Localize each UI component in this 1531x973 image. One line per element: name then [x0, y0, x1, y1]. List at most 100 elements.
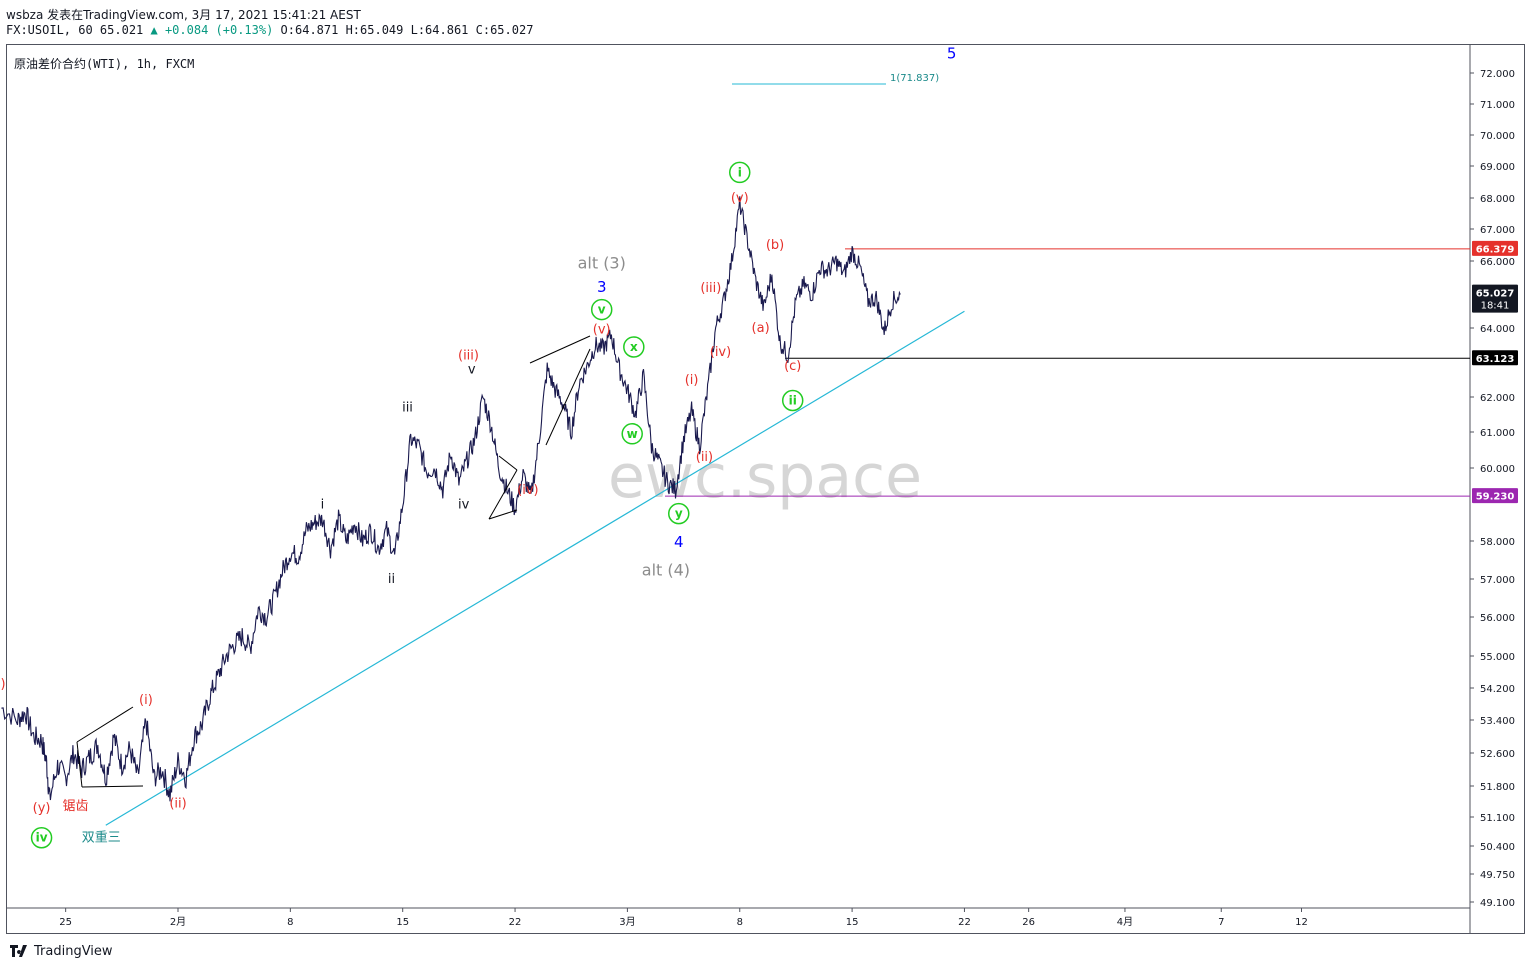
y-tick-label: 53.400 — [1480, 716, 1515, 727]
y-tick-label: 69.000 — [1480, 162, 1515, 173]
trend-line[interactable] — [105, 310, 965, 826]
price-change: ▲ +0.084 (+0.13%) — [150, 23, 274, 37]
wave-label: w — [627, 427, 638, 441]
wave-label: x — [630, 340, 638, 354]
last-price-tag — [1472, 284, 1518, 313]
fib-level-label: 1(71.837) — [890, 73, 939, 84]
wave-label: (ii) — [169, 797, 186, 812]
wave-label: alt (3) — [578, 253, 626, 272]
wave-label: i — [321, 498, 325, 513]
wave-label: y — [675, 507, 683, 521]
publish-info: wsbza 发表在TradingView.com, 3月 17, 2021 15… — [6, 8, 361, 22]
wave-label: 双重三 — [82, 830, 121, 846]
x-tick-label: 8 — [287, 917, 293, 928]
wave-circle-iv — [30, 826, 53, 849]
wedge-left-line[interactable] — [76, 741, 83, 788]
wave-label: (y) — [33, 801, 51, 816]
y-tick-label: 52.600 — [1480, 749, 1515, 760]
ohlc-values: O:64.871 H:65.049 L:64.861 C:65.027 — [273, 23, 534, 37]
y-tick-label: 58.000 — [1480, 537, 1515, 548]
wedge-upper-line[interactable] — [76, 706, 134, 743]
diagonal-lower-line[interactable] — [545, 348, 591, 446]
wave-circle-ii — [781, 389, 804, 412]
y-tick-label: 49.750 — [1480, 870, 1515, 881]
wave-label: v — [598, 303, 606, 317]
x-tick-label: 26 — [1022, 917, 1035, 928]
x-tick-label: 8 — [737, 917, 743, 928]
low-level-price-tag — [1472, 488, 1518, 504]
last-price-label: 65.027 — [1476, 289, 1515, 300]
y-tick-label: 50.400 — [1480, 842, 1515, 853]
y-tick-label: 51.800 — [1480, 782, 1515, 793]
x-tick-label: 15 — [846, 917, 859, 928]
wave-label: ii — [388, 572, 395, 587]
wave-label: iii — [402, 401, 413, 416]
y-tick-label: 66.000 — [1480, 257, 1515, 268]
low-level-price-label: 59.230 — [1476, 492, 1515, 503]
wave-label: (c) — [784, 359, 801, 374]
diagonal-upper-line[interactable] — [529, 335, 591, 364]
footer-brand: TradingView — [34, 944, 113, 959]
wave-label: (x) — [0, 677, 6, 692]
x-tick-label: 12 — [1295, 917, 1308, 928]
x-tick-label: 25 — [59, 917, 72, 928]
x-tick-label: 7 — [1218, 917, 1224, 928]
tradingview-logo-icon — [10, 944, 30, 959]
price-line[interactable] — [1, 196, 901, 802]
wave-label: 5 — [947, 44, 957, 62]
wave-label: 锯齿 — [62, 799, 88, 814]
wave-label: iv — [36, 831, 48, 845]
y-tick-label: 60.000 — [1480, 464, 1515, 475]
wave-label: iv — [458, 498, 470, 513]
footer: TradingView — [10, 944, 113, 959]
y-tick-label: 56.000 — [1480, 613, 1515, 624]
wave-label: (a) — [752, 321, 770, 336]
y-tick-label: 51.100 — [1480, 813, 1515, 824]
wave-label: (iv) — [710, 345, 731, 360]
wave-circle-v — [590, 298, 613, 321]
support-level-price-tag — [1472, 350, 1518, 366]
triangle-upper-line[interactable] — [498, 455, 518, 471]
x-tick-label: 4月 — [1117, 916, 1133, 928]
chart-legend: 原油差价合约(WTI), 1h, FXCM — [14, 57, 195, 71]
x-tick-label: 22 — [509, 917, 522, 928]
wave-label: (v) — [731, 191, 749, 206]
y-tick-label: 71.000 — [1480, 100, 1515, 111]
wave-label: 4 — [674, 533, 684, 551]
countdown-label: 18:41 — [1481, 301, 1510, 312]
wave-label: 3 — [597, 278, 607, 296]
resistance-level-price-label: 66.379 — [1476, 244, 1515, 255]
y-tick-label: 64.000 — [1480, 324, 1515, 335]
y-tick-label: 54.200 — [1480, 684, 1515, 695]
wave-label: (b) — [766, 238, 784, 253]
y-tick-label: 49.100 — [1480, 898, 1515, 909]
wave-label: (iii) — [700, 281, 721, 296]
wedge-lower-line[interactable] — [81, 785, 144, 788]
support-level-price-label: 63.123 — [1476, 354, 1515, 365]
y-tick-label: 72.000 — [1480, 69, 1515, 80]
y-tick-label: 62.000 — [1480, 393, 1515, 404]
wave-circle-x — [623, 336, 645, 358]
x-tick-label: 22 — [958, 917, 971, 928]
x-tick-label: 2月 — [170, 916, 186, 928]
wave-circle-i — [729, 161, 751, 184]
triangle-diag-line[interactable] — [488, 469, 518, 520]
wave-label: v — [468, 362, 476, 377]
wave-label: i — [738, 165, 742, 179]
watermark: ewc.space — [608, 442, 922, 512]
wave-label: (i) — [685, 373, 699, 388]
y-tick-label: 70.000 — [1480, 131, 1515, 142]
wave-circle-w — [621, 423, 643, 445]
wave-label: alt (4) — [642, 560, 690, 579]
symbol-price: FX:USOIL, 60 65.021 — [6, 23, 151, 37]
triangle-lower-line[interactable] — [488, 509, 518, 520]
wave-label: (v) — [593, 323, 611, 338]
resistance-level-price-tag — [1472, 240, 1518, 256]
x-tick-label: 3月 — [619, 916, 635, 928]
ohlc-bar: FX:USOIL, 60 65.021 ▲ +0.084 (+0.13%) O:… — [6, 23, 533, 37]
y-tick-label: 67.000 — [1480, 225, 1515, 236]
chart-frame — [6, 44, 1525, 934]
y-tick-label: 61.000 — [1480, 428, 1515, 439]
wave-label: (iii) — [458, 349, 479, 364]
